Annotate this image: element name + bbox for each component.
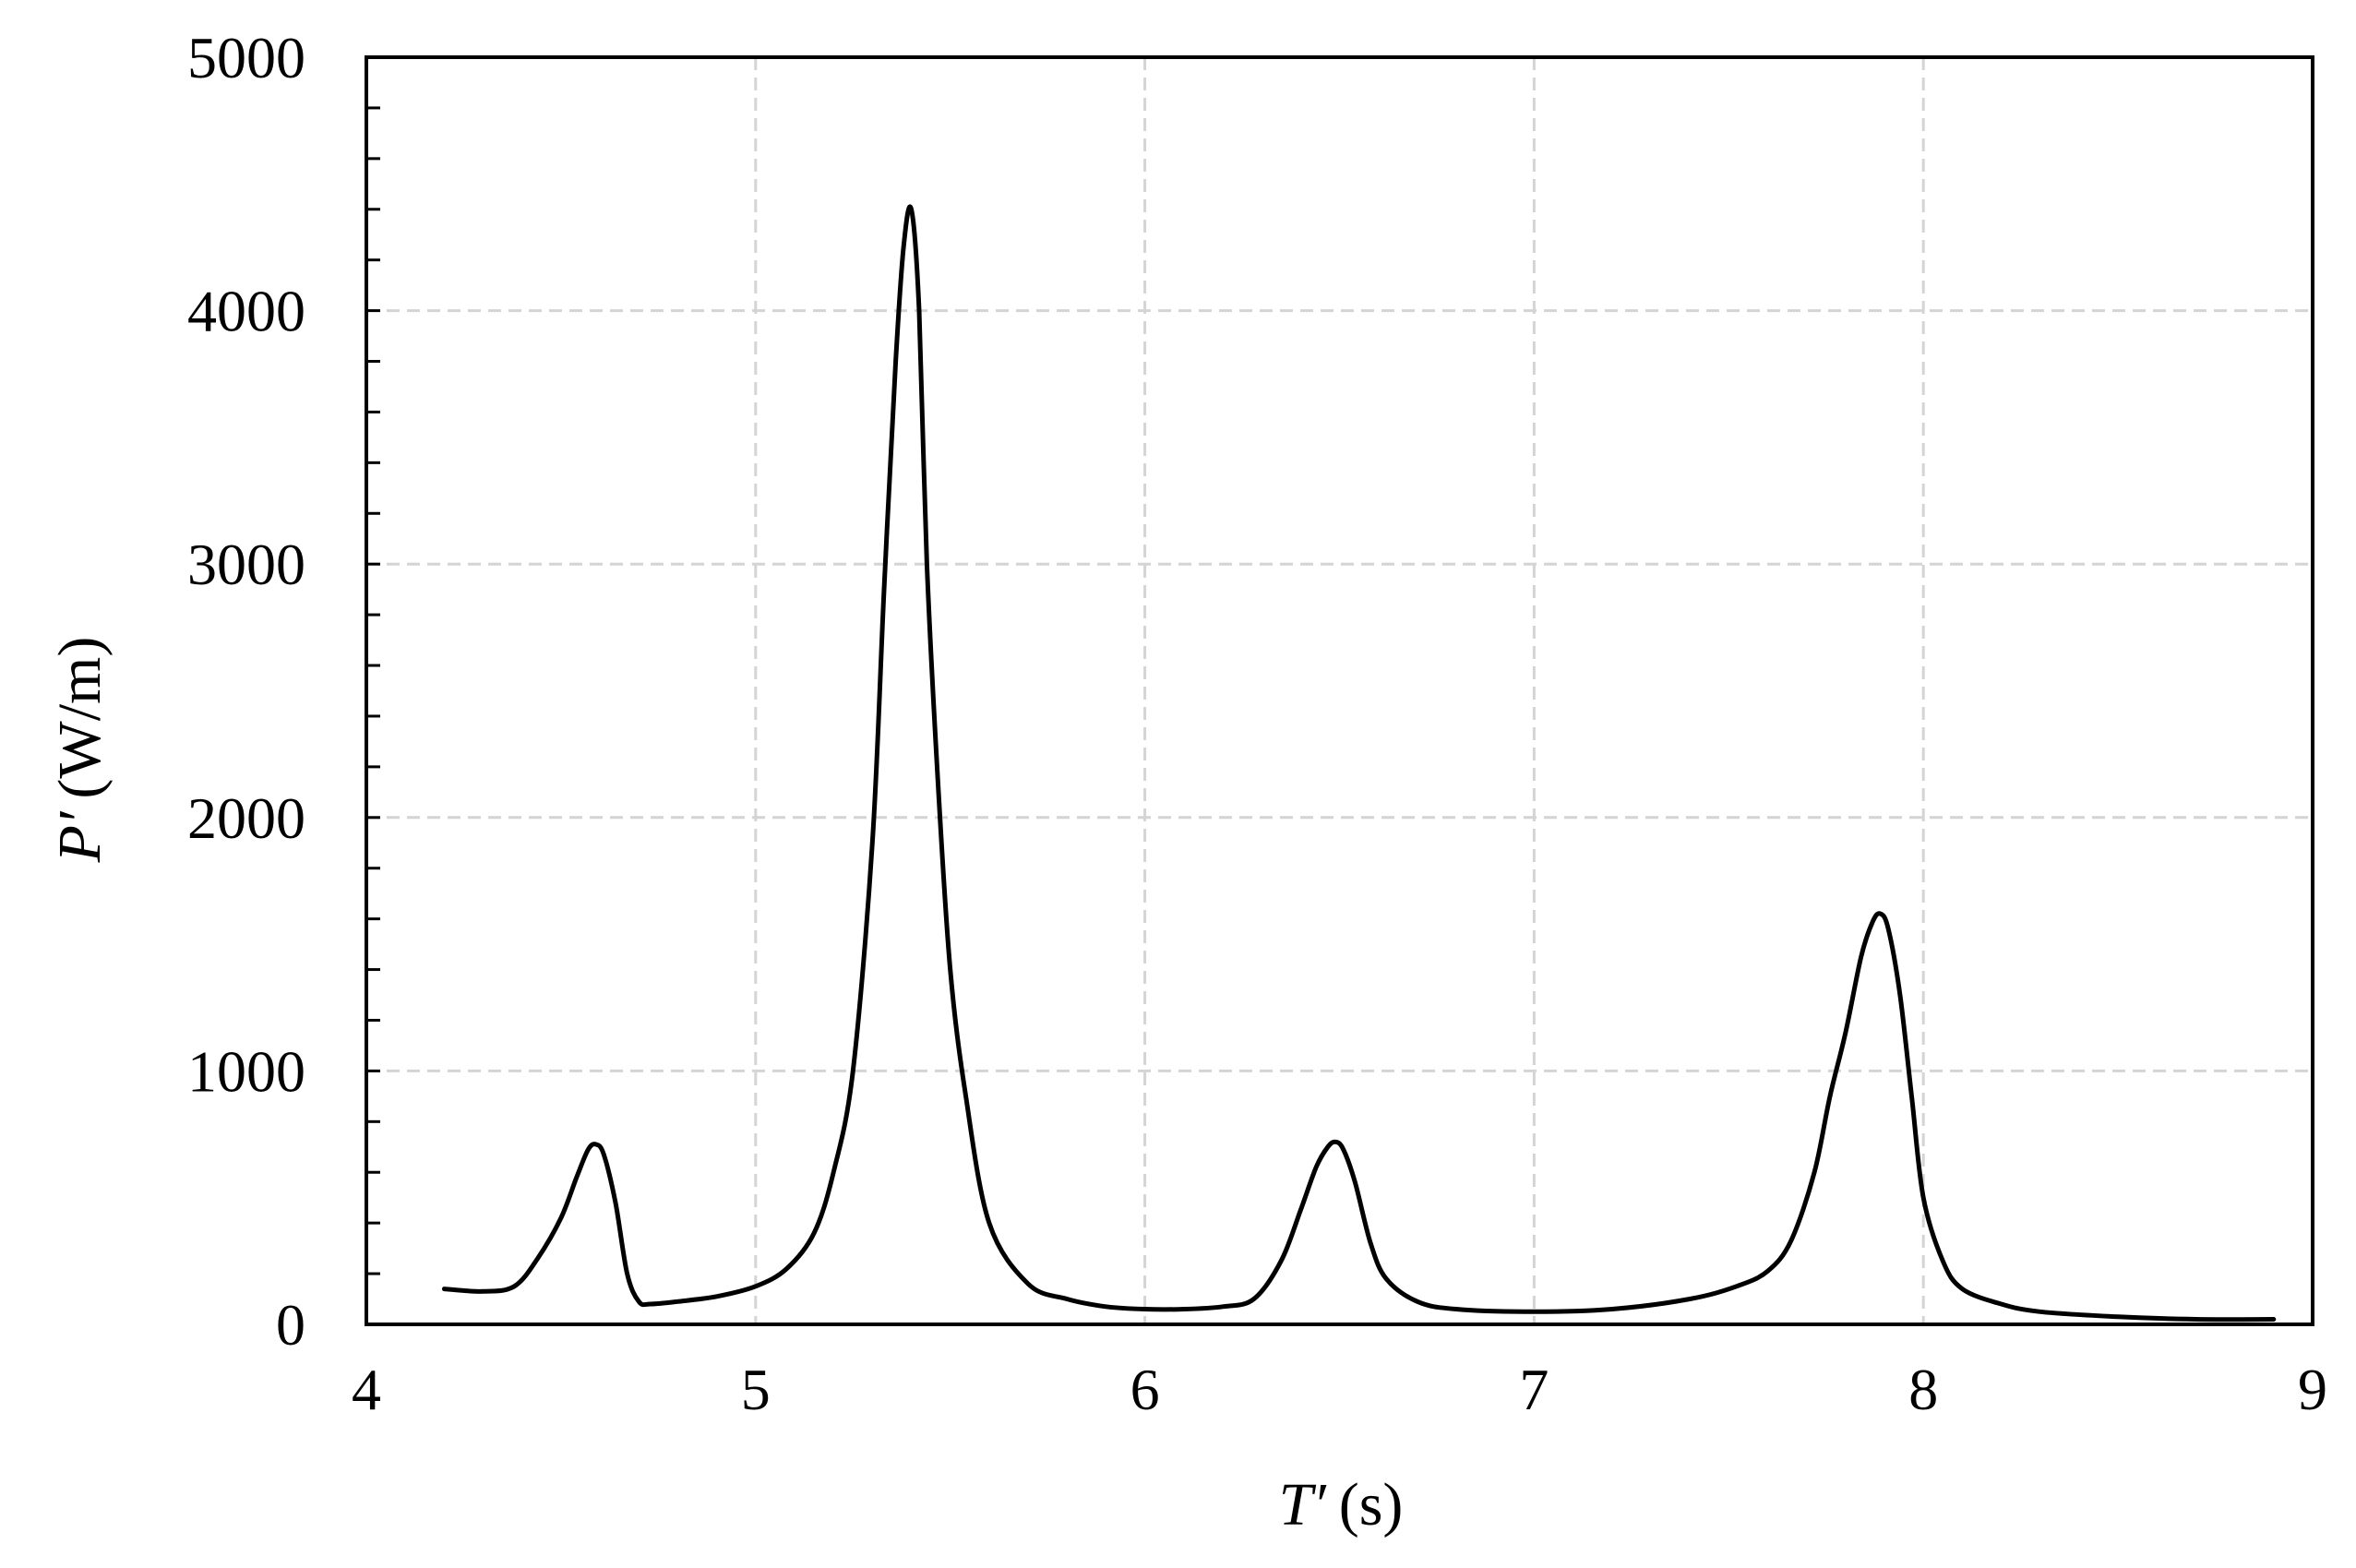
x-tick-label: 4 xyxy=(352,1357,381,1422)
series-layer xyxy=(441,204,2277,1323)
x-tick-label: 7 xyxy=(1519,1357,1549,1422)
y-tick-label: 2000 xyxy=(187,785,305,851)
y-tick-labels: 0 1000 2000 3000 4000 5000 xyxy=(187,25,305,1358)
y-axis-symbol: P′ xyxy=(46,810,114,863)
x-axis-symbol: T′ xyxy=(1279,1471,1328,1538)
x-tick-label: 9 xyxy=(2298,1357,2327,1422)
y-axis-unit: (W/m) xyxy=(46,637,114,799)
gridlines xyxy=(366,57,2313,1324)
x-tick-labels: 4 5 6 7 8 9 xyxy=(352,1357,2327,1422)
y-tick-label: 1000 xyxy=(187,1038,305,1104)
x-axis-label: T′ (s) xyxy=(1279,1471,1404,1538)
y-tick-label: 0 xyxy=(276,1292,305,1358)
plot-frame xyxy=(365,55,2314,1326)
y-tick-label: 4000 xyxy=(187,279,305,344)
y-tick-label: 3000 xyxy=(187,532,305,597)
x-tick-label: 6 xyxy=(1130,1357,1160,1422)
y-minor-ticks xyxy=(366,55,380,1326)
x-tick-label: 8 xyxy=(1908,1357,1938,1422)
y-axis-label: P′ (W/m) xyxy=(46,637,114,864)
series-line xyxy=(441,204,2277,1323)
x-axis-unit: (s) xyxy=(1339,1471,1404,1538)
x-tick-label: 5 xyxy=(741,1357,771,1422)
y-tick-label: 5000 xyxy=(187,25,305,90)
